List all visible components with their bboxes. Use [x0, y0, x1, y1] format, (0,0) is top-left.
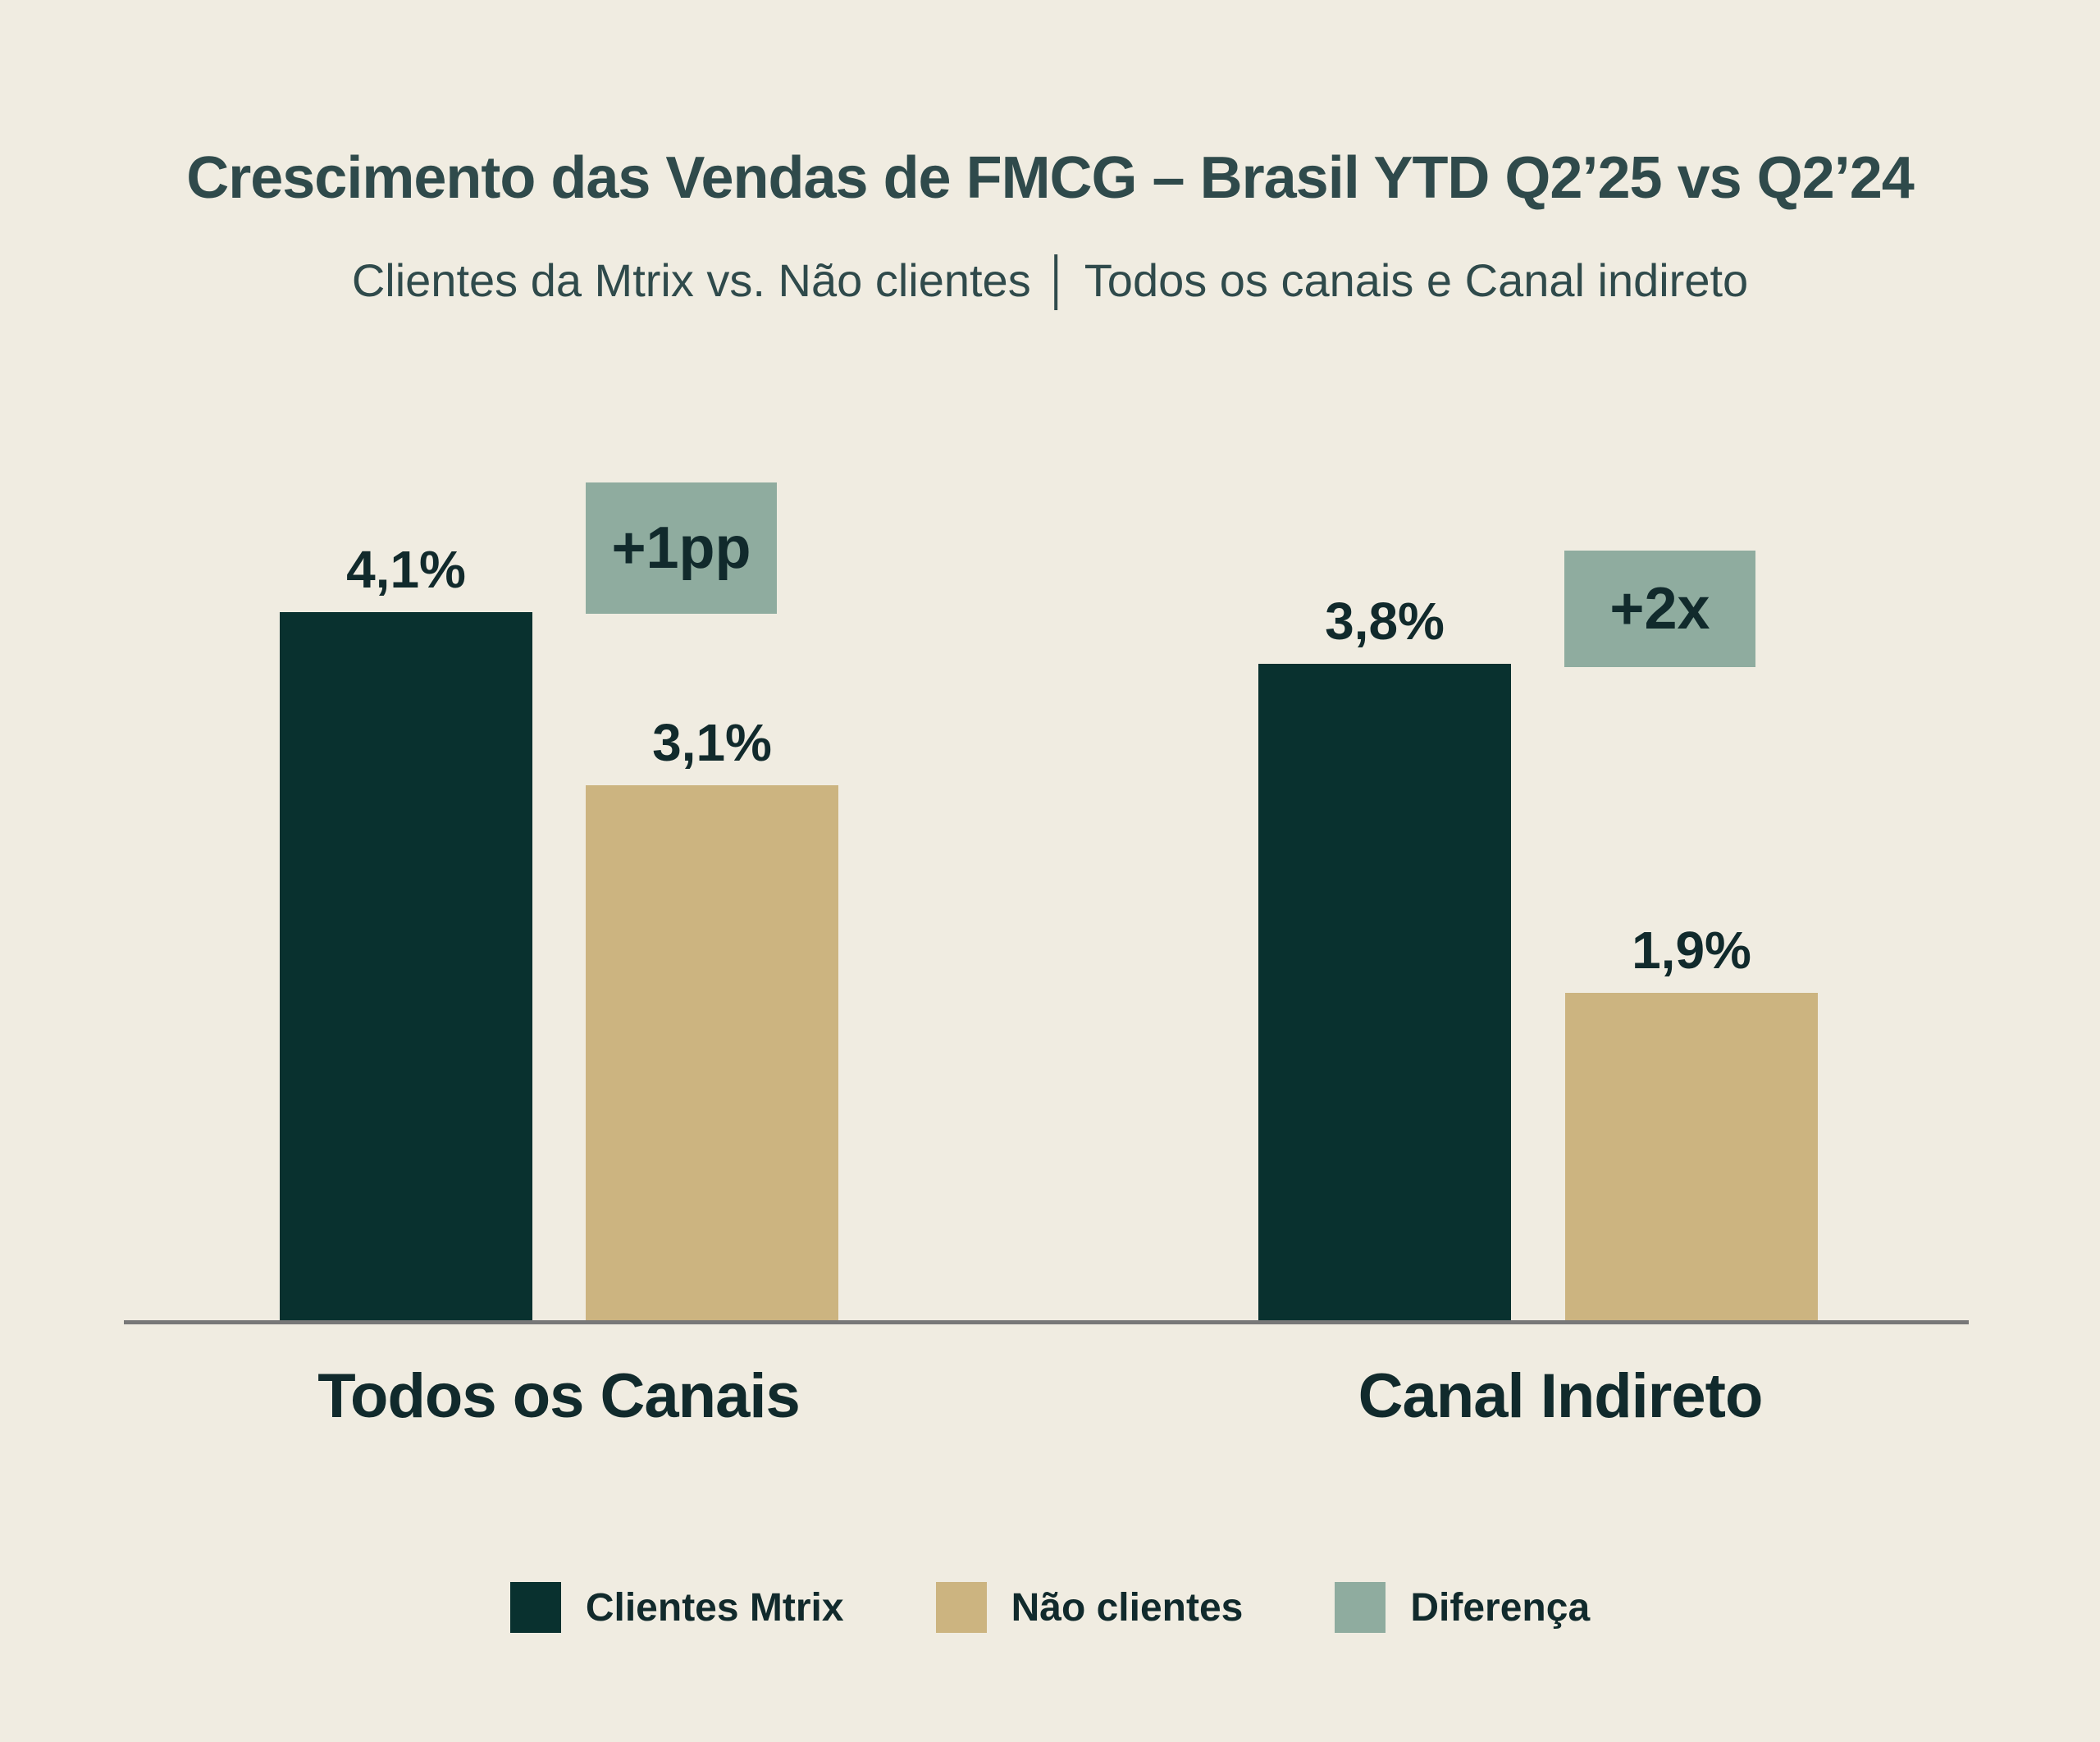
category-label-todos-os-canais: Todos os Canais [317, 1361, 800, 1431]
legend: Clientes Mtrix Não clientes Diferença [0, 1582, 2100, 1633]
difference-badge-label: +1pp [611, 515, 751, 581]
bar-group-indireto-nao-clientes: 1,9% [1565, 924, 1818, 1322]
bar-group-todos-nao-clientes: 3,1% [586, 716, 838, 1322]
bar-value-label: 3,8% [1325, 592, 1445, 651]
legend-label: Diferença [1410, 1585, 1591, 1630]
bar-clientes-mtrix-todos [280, 612, 532, 1322]
legend-item-nao-clientes: Não clientes [935, 1582, 1244, 1633]
legend-item-diferenca: Diferença [1335, 1582, 1590, 1633]
x-axis-line [124, 1320, 1969, 1324]
difference-badge-indireto: +2x [1564, 551, 1755, 667]
bar-group-indireto-clientes-mtrix: 3,8% [1258, 595, 1511, 1322]
legend-swatch-clientes-mtrix [509, 1582, 561, 1633]
legend-item-clientes-mtrix: Clientes Mtrix [509, 1582, 844, 1633]
bar-nao-clientes-indireto [1565, 993, 1818, 1322]
bar-value-label: 4,1% [346, 540, 466, 599]
bar-clientes-mtrix-indireto [1258, 664, 1511, 1322]
chart-subtitle: Clientes da Mtrix vs. Não clientes │ Tod… [351, 254, 1749, 306]
difference-badge-todos: +1pp [586, 482, 777, 614]
chart-title: Crescimento das Vendas de FMCG – Brasil … [186, 145, 1915, 211]
bar-nao-clientes-todos [586, 785, 838, 1322]
bar-value-label: 1,9% [1632, 921, 1751, 980]
legend-label: Clientes Mtrix [585, 1585, 844, 1630]
bar-value-label: 3,1% [652, 713, 772, 772]
legend-label: Não clientes [1011, 1585, 1244, 1630]
plot-area: 4,1% 3,1% +1pp 3,8% 1,9% +2x [124, 455, 1972, 1324]
category-label-canal-indireto: Canal Indireto [1358, 1361, 1764, 1431]
bar-group-todos-clientes-mtrix: 4,1% [280, 543, 532, 1322]
difference-badge-label: +2x [1609, 576, 1710, 642]
legend-swatch-nao-clientes [935, 1582, 987, 1633]
legend-swatch-diferenca [1335, 1582, 1386, 1633]
